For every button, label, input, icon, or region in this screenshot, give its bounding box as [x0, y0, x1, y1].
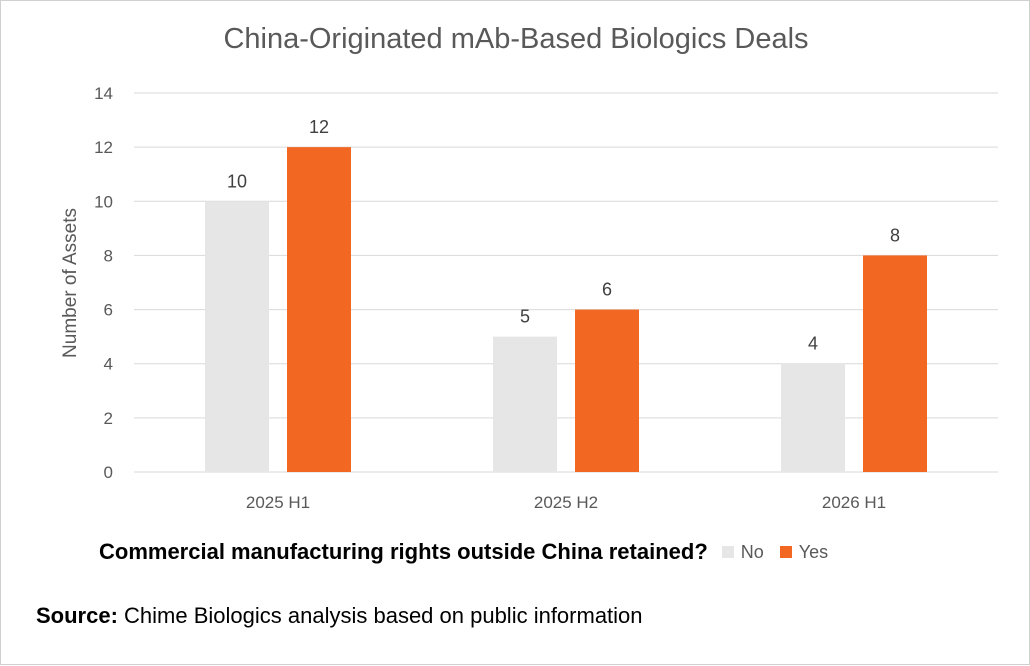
- y-tick-label: 4: [104, 355, 113, 374]
- chart-title: China-Originated mAb-Based Biologics Dea…: [223, 23, 809, 55]
- legend-label-no: No: [740, 541, 764, 562]
- x-tick-label: 2026 H1: [822, 493, 886, 512]
- y-tick-label: 8: [104, 246, 113, 265]
- legend: Commercial manufacturing rights outside …: [99, 539, 844, 565]
- bar-no: [493, 336, 557, 472]
- source-text: Chime Biologics analysis based on public…: [117, 603, 643, 628]
- x-tick-label: 2025 H1: [246, 493, 310, 512]
- data-label: 5: [520, 307, 530, 327]
- bar-yes: [575, 309, 639, 472]
- bar-no: [205, 201, 269, 473]
- x-tick-label: 2025 H2: [534, 493, 598, 512]
- data-label: 12: [309, 117, 329, 137]
- bar-yes: [287, 147, 351, 472]
- legend-label-yes: Yes: [798, 541, 829, 562]
- y-axis-label: Number of Assets: [60, 208, 81, 358]
- data-label: 8: [890, 225, 900, 245]
- bar-no: [781, 363, 845, 472]
- legend-swatch-yes: [779, 546, 792, 558]
- legend-swatch-no: [721, 546, 734, 558]
- y-tick-label: 2: [104, 409, 113, 428]
- bar-yes: [863, 255, 927, 472]
- legend-item-no: No: [721, 541, 764, 563]
- data-label: 6: [602, 280, 612, 300]
- legend-title: Commercial manufacturing rights outside …: [99, 539, 708, 564]
- data-label: 4: [808, 334, 818, 354]
- y-tick-label: 6: [104, 301, 113, 320]
- y-tick-label: 12: [94, 138, 113, 157]
- y-tick-label: 10: [94, 192, 113, 211]
- legend-item-yes: Yes: [779, 541, 829, 563]
- y-tick-label: 14: [94, 84, 113, 103]
- source-label: Source:: [36, 603, 118, 628]
- y-tick-label: 0: [104, 463, 113, 482]
- data-label: 10: [227, 171, 247, 191]
- source-note: Source: Chime Biologics analysis based o…: [36, 603, 643, 629]
